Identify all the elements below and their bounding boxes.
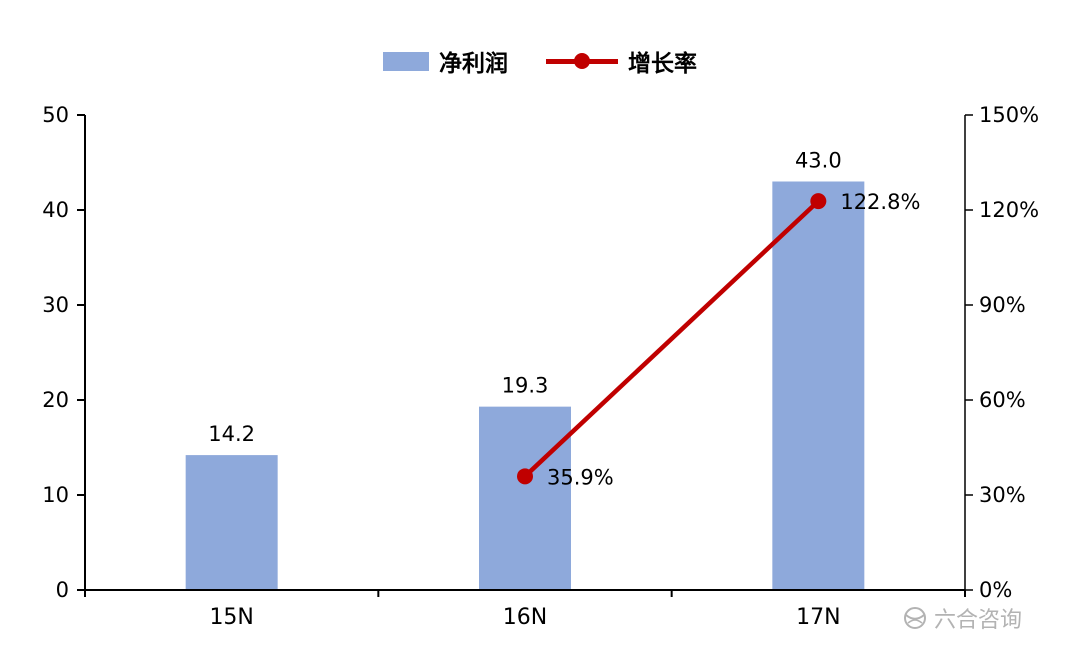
left-tick-label: 30 [42, 293, 69, 317]
left-tick-label: 50 [42, 103, 69, 127]
right-tick-label: 30% [979, 483, 1026, 507]
legend-item-net-profit: 净利润 [383, 44, 508, 78]
bar-value-label: 14.2 [208, 422, 255, 446]
left-tick-label: 10 [42, 483, 69, 507]
left-tick-label: 0 [56, 578, 69, 602]
left-tick-label: 20 [42, 388, 69, 412]
right-tick-label: 120% [979, 198, 1039, 222]
left-tick-label: 40 [42, 198, 69, 222]
bar-value-label: 19.3 [502, 374, 549, 398]
x-category-label: 16N [503, 605, 547, 630]
right-tick-label: 60% [979, 388, 1026, 412]
watermark-logo-icon [903, 607, 926, 629]
growth-point-16N [517, 468, 533, 485]
bar-15N [185, 455, 278, 590]
legend: 净利润 增长率 [383, 44, 697, 78]
bar-value-label: 43.0 [795, 149, 842, 173]
watermark-text: 六合咨询 [933, 608, 1022, 633]
right-tick-label: 0% [979, 578, 1012, 602]
line-series-label: 增长率 [628, 51, 697, 77]
x-category-label: 17N [796, 605, 840, 630]
legend-item-growth-rate: 增长率 [546, 44, 697, 78]
growth-line [523, 199, 820, 478]
bar-16N [479, 406, 571, 590]
watermark: 六合咨询 [902, 602, 1022, 634]
growth-point-17N [810, 193, 827, 210]
bar-17N [772, 181, 865, 590]
growth-point-label: 35.9% [547, 465, 614, 489]
bar-series-swatch [383, 51, 429, 71]
right-tick-label: 90% [979, 293, 1026, 317]
bar-series-label: 净利润 [439, 51, 508, 77]
right-tick-label: 150% [979, 103, 1039, 127]
line-marker-icon [574, 53, 590, 69]
line-series-swatch [546, 53, 618, 69]
growth-point-label: 122.8% [840, 190, 920, 214]
x-category-label: 15N [209, 605, 253, 630]
